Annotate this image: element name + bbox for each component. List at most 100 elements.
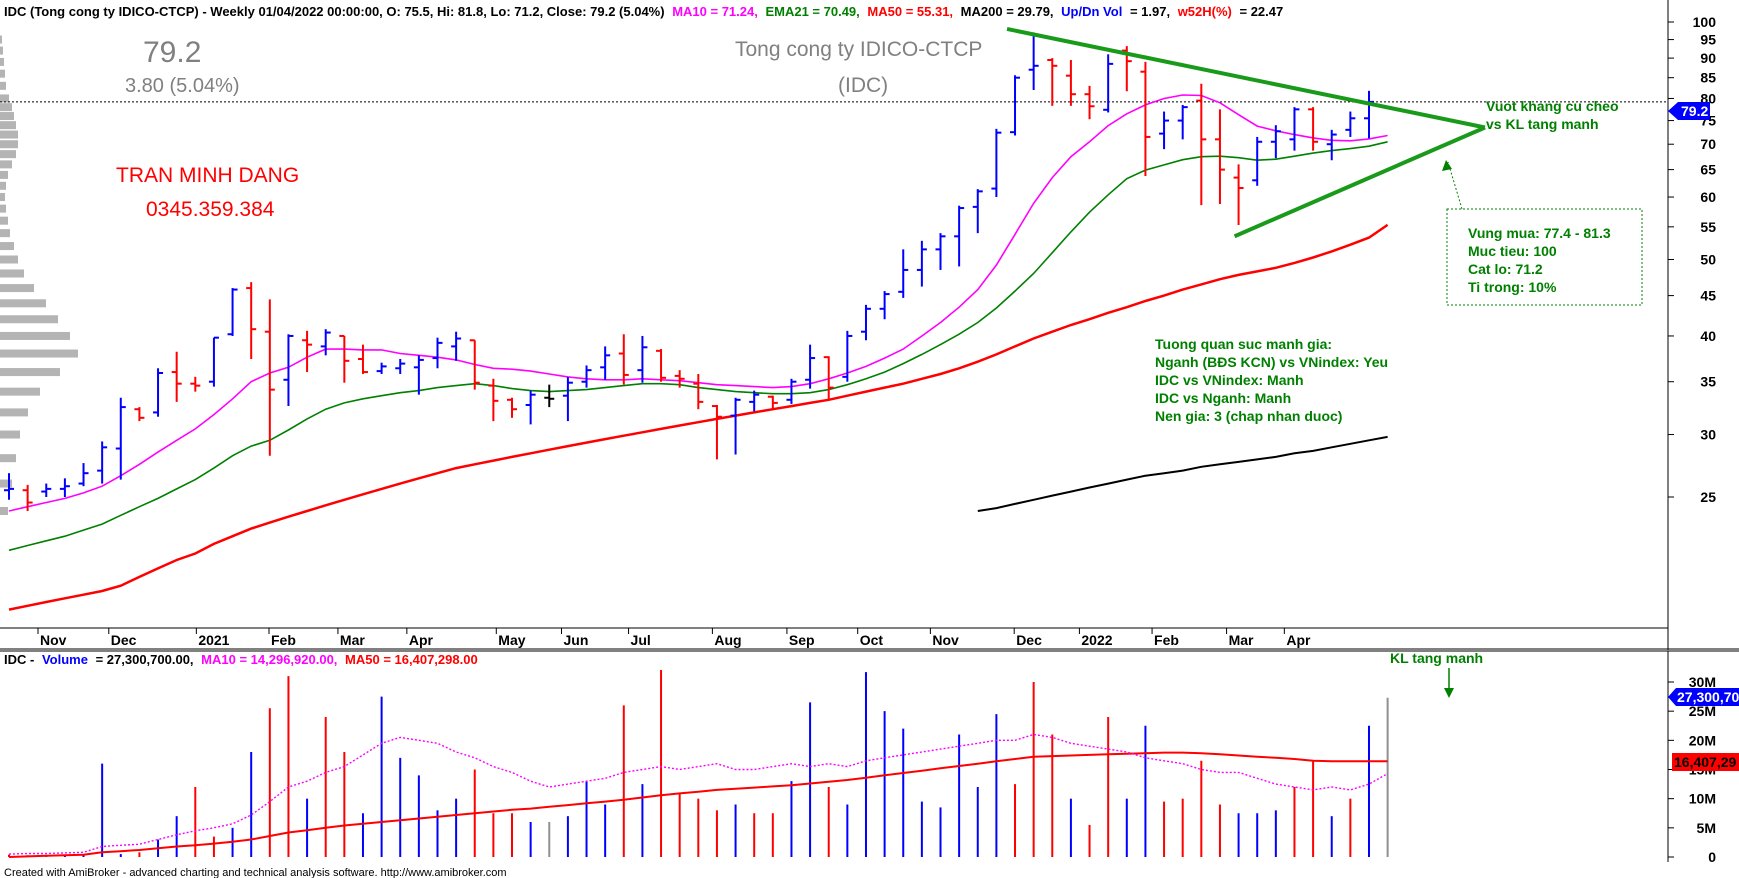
- ohlc-bar: [1345, 111, 1356, 137]
- volume-tick-label: 0: [1708, 849, 1716, 865]
- volume-header-ma10: MA10 = 14,296,920.00,: [201, 652, 337, 667]
- volume-profile-bin: [0, 229, 10, 238]
- ohlc-bar: [1233, 164, 1244, 225]
- ohlc-bars: [4, 32, 1374, 511]
- volume-tick-label: 25M: [1689, 703, 1716, 719]
- ohlc-bar: [916, 240, 927, 287]
- ohlc-bar: [1252, 136, 1263, 186]
- triangle-trendlines: [1006, 26, 1486, 239]
- annotation-plan-arrowhead: [1442, 160, 1452, 171]
- volume-profile-bin: [0, 94, 9, 103]
- ohlc-bar: [1308, 107, 1319, 151]
- time-tick-label: Nov: [40, 632, 67, 648]
- annotation-strength-line: Nganh (BĐS KCN) vs VNindex: Yeu: [1155, 354, 1388, 370]
- volume-ma50-line: [8, 751, 1388, 858]
- ohlc-bar: [711, 405, 722, 460]
- last-price-tag-text: 79.2: [1681, 103, 1708, 119]
- volume-tick-label: 5M: [1697, 820, 1716, 836]
- ohlc-bar: [153, 368, 164, 417]
- time-tick-label: Sep: [789, 632, 815, 648]
- ohlc-bar: [432, 337, 443, 369]
- header-ema21: EMA21 = 70.49,: [765, 4, 859, 19]
- volume-header: IDC - Volume = 27,300,700.00, MA10 = 14,…: [4, 652, 478, 667]
- volume-profile-bin: [0, 112, 14, 121]
- ohlc-bar: [190, 376, 201, 392]
- volume-tick-label: 20M: [1689, 732, 1716, 748]
- annotation-plan: Vung mua: 77.4 - 81.3 Muc tieu: 100 Cat …: [1442, 160, 1643, 306]
- time-tick-label: Apr: [409, 632, 434, 648]
- ohlc-bar: [991, 128, 1002, 198]
- annotation-plan-connector: [1447, 161, 1463, 210]
- ticker-label: (IDC): [838, 74, 888, 97]
- time-tick-label: Mar: [1229, 632, 1254, 648]
- header-ma200: MA200 = 29.79,: [961, 4, 1054, 19]
- volume-profile-bin: [0, 368, 60, 377]
- annotation-volume-arrowhead: [1444, 688, 1454, 698]
- ohlc-bar: [264, 299, 275, 456]
- ma50-line: [8, 223, 1389, 611]
- ohlc-bar: [562, 376, 573, 422]
- ohlc-bar: [544, 384, 555, 408]
- volume-profile: [0, 35, 78, 515]
- trendline-upper: [1006, 26, 1486, 130]
- time-tick-label: Feb: [1154, 632, 1179, 648]
- volume-tag-current-text: 27,300,70: [1677, 689, 1739, 705]
- ohlc-bar: [320, 329, 331, 356]
- ohlc-bar: [227, 288, 238, 336]
- price-tick-label: 30: [1700, 427, 1716, 443]
- ohlc-bar: [1140, 61, 1151, 176]
- price-tick-label: 85: [1700, 70, 1716, 86]
- volume-profile-bin: [0, 81, 6, 90]
- volume-profile-bin: [0, 479, 12, 488]
- ohlc-bar: [972, 189, 983, 234]
- volume-profile-bin: [0, 269, 24, 278]
- ohlc-bar: [786, 378, 797, 404]
- time-tick-label: May: [498, 632, 525, 648]
- time-tick-label: Mar: [340, 632, 365, 648]
- ohlc-bar: [749, 390, 760, 412]
- header-updn-value: = 1.97,: [1130, 4, 1170, 19]
- price-change: 3.80 (5.04%): [125, 75, 240, 97]
- ohlc-bar: [935, 233, 946, 270]
- price-tick-label: 35: [1700, 374, 1716, 390]
- ohlc-bar: [283, 334, 294, 407]
- ohlc-bar: [1214, 109, 1225, 204]
- annotation-breakout: Vuot khang cu cheo vs KL tang manh: [1486, 98, 1619, 132]
- time-tick-label: Oct: [860, 632, 884, 648]
- ohlc-bar: [339, 334, 350, 383]
- price-tick-label: 100: [1693, 14, 1717, 30]
- annotation-strength-line: Nen gia: 3 (chap nhan duoc): [1155, 408, 1342, 424]
- ohlc-bar: [413, 355, 424, 395]
- volume-profile-bin: [0, 216, 8, 225]
- time-tick-label: Feb: [271, 632, 296, 648]
- time-tick-label: Dec: [1016, 632, 1042, 648]
- ohlc-bar: [78, 463, 89, 487]
- volume-profile-bin: [0, 69, 5, 78]
- ohlc-bar: [1103, 54, 1114, 113]
- price-tick-label: 90: [1700, 50, 1716, 66]
- ohlc-bar: [656, 349, 667, 382]
- volume-profile-bin: [0, 57, 4, 66]
- volume-tick-label: 10M: [1689, 791, 1716, 807]
- price-tick-label: 45: [1700, 288, 1716, 304]
- ohlc-bar: [451, 331, 462, 361]
- volume-tag-current: 27,300,70: [1668, 688, 1739, 706]
- header-w52: w52H(%): [1177, 4, 1232, 19]
- last-price-tag: 79.2: [1668, 102, 1710, 120]
- footer-credit: Created with AmiBroker - advanced charti…: [4, 867, 507, 878]
- ohlc-bar: [1159, 111, 1170, 150]
- ohlc-bar: [4, 473, 14, 500]
- ohlc-bar: [823, 356, 834, 400]
- ma200-line: [977, 435, 1388, 512]
- ohlc-bar: [134, 407, 145, 422]
- ohlc-bar: [1177, 104, 1188, 140]
- volume-header-ma50: MA50 = 16,407,298.00: [345, 652, 478, 667]
- volume-tag-ma50-text: 16,407,29: [1674, 754, 1736, 770]
- annotation-plan-line: Ti trong: 10%: [1468, 279, 1557, 295]
- annotation-plan-line: Muc tieu: 100: [1468, 243, 1557, 259]
- ohlc-bar: [469, 339, 480, 390]
- volume-profile-bin: [0, 315, 58, 324]
- volume-header-prefix: IDC -: [4, 652, 34, 667]
- price-tick-label: 65: [1700, 162, 1716, 178]
